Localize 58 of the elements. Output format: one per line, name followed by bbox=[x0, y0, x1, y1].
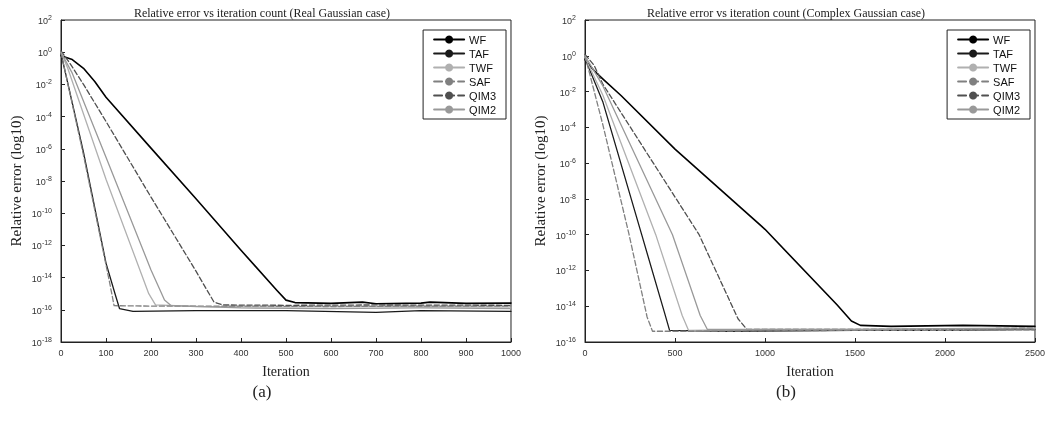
y-tick-label: 10$^{0}$ bbox=[38, 46, 52, 59]
x-tick-label: 1500 bbox=[844, 347, 866, 358]
y-tick-label: 10$^{-6}$ bbox=[35, 142, 52, 155]
y-tick-label: 10$^{-14}$ bbox=[555, 300, 576, 313]
y-tick-label: 10$^{-14}$ bbox=[31, 271, 52, 284]
legend-label: TAF bbox=[469, 47, 490, 60]
legend-label: QIM2 bbox=[469, 103, 497, 116]
x-tick-label: 500 bbox=[667, 347, 683, 358]
y-tick-label: 10$^{-10}$ bbox=[555, 228, 576, 241]
y-tick-label: 10$^{-2}$ bbox=[559, 85, 576, 98]
text: (b) bbox=[776, 382, 796, 401]
y-tick-label: 10$^{0}$ bbox=[562, 49, 576, 62]
legend-label: QIM2 bbox=[993, 103, 1021, 116]
y-tick-label: 10$^{-4}$ bbox=[35, 110, 52, 123]
x-tick-label: 100 bbox=[98, 347, 114, 358]
chart-title: Relative error vs iteration count (Complex Gaussian case) bbox=[646, 6, 926, 20]
x-tick-label: 0 bbox=[58, 347, 64, 358]
x-tick-label: 0 bbox=[582, 347, 588, 358]
y-tick-label: 10$^{-16}$ bbox=[31, 303, 52, 316]
legend-label: QIM3 bbox=[993, 89, 1021, 102]
x-tick-label: 200 bbox=[143, 347, 159, 358]
x-tick-label: 700 bbox=[368, 347, 384, 358]
x-tick-label: 300 bbox=[188, 347, 204, 358]
legend-label: WF bbox=[993, 33, 1011, 46]
y-tick-label: 10$^{-6}$ bbox=[559, 157, 576, 170]
y-tick-label: 10$^{-18}$ bbox=[31, 336, 52, 348]
y-axis-title: Relative error (log10) bbox=[531, 115, 549, 247]
legend-label: TAF bbox=[993, 47, 1014, 60]
y-tick-label: 10$^{-10}$ bbox=[31, 207, 52, 220]
x-tick-label: 400 bbox=[233, 347, 249, 358]
y-tick-label: 10$^{-12}$ bbox=[555, 264, 576, 277]
y-tick-label: 10$^{2}$ bbox=[38, 14, 52, 26]
x-tick-label: 2000 bbox=[934, 347, 956, 358]
legend-label: QIM3 bbox=[469, 89, 497, 102]
x-tick-label: 900 bbox=[458, 347, 474, 358]
legend-label: TWF bbox=[469, 61, 494, 74]
x-tick-label: 1000 bbox=[500, 347, 521, 358]
x-axis-title: Iteration bbox=[262, 363, 310, 379]
chart-title: Relative error vs iteration count (Real Gaussian case) bbox=[133, 6, 391, 20]
y-tick-label: 10$^{-2}$ bbox=[35, 78, 52, 91]
x-tick-label: 2500 bbox=[1024, 347, 1045, 358]
x-axis-title: Iteration bbox=[786, 363, 834, 379]
x-tick-label: 800 bbox=[413, 347, 429, 358]
x-tick-label: 600 bbox=[323, 347, 339, 358]
y-tick-label: 10$^{-8}$ bbox=[35, 175, 52, 187]
y-tick-label: 10$^{-12}$ bbox=[31, 239, 52, 252]
legend-label: SAF bbox=[993, 75, 1015, 88]
y-tick-label: 10$^{-8}$ bbox=[559, 192, 576, 205]
x-tick-label: 1000 bbox=[754, 347, 776, 358]
x-tick-label: 500 bbox=[278, 347, 294, 358]
text: (a) bbox=[252, 382, 272, 401]
legend-label: TWF bbox=[993, 61, 1018, 74]
legend-label: SAF bbox=[469, 75, 491, 88]
y-tick-label: 10$^{-4}$ bbox=[559, 121, 576, 134]
y-tick-label: 10$^{-16}$ bbox=[555, 336, 576, 348]
y-axis-title: Relative error (log10) bbox=[7, 115, 25, 247]
legend-label: WF bbox=[469, 33, 487, 46]
y-tick-label: 10$^{2}$ bbox=[562, 14, 576, 26]
